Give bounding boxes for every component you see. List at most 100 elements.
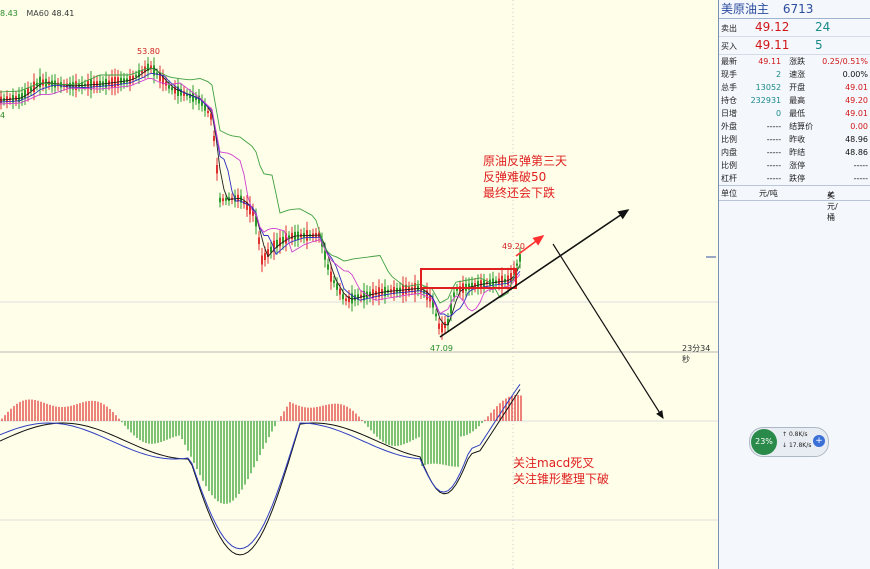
candle-body bbox=[279, 237, 281, 247]
quote-panel: 美原油主 6713 卖出 49.12 24 买入 49.11 5 最新 49.11… bbox=[718, 0, 870, 569]
ma-line bbox=[0, 68, 521, 326]
candle-body bbox=[435, 313, 437, 317]
quote-value: ----- bbox=[853, 161, 868, 170]
unit-label: 单位 bbox=[721, 189, 737, 198]
candle-body bbox=[474, 283, 476, 288]
candle-body bbox=[21, 93, 23, 100]
candle-body bbox=[258, 237, 260, 244]
candle-body bbox=[444, 321, 446, 329]
quote-value: 0 bbox=[776, 109, 782, 118]
candle-body bbox=[186, 93, 188, 97]
candle-body bbox=[468, 283, 470, 290]
candle-body bbox=[441, 323, 443, 333]
quote-value: 0.00% bbox=[842, 70, 868, 79]
candle-body bbox=[330, 271, 332, 282]
candle-body bbox=[513, 267, 515, 275]
candle-body bbox=[213, 135, 215, 142]
quote-value: 48.86 bbox=[845, 148, 868, 157]
candle-body bbox=[363, 290, 365, 301]
candle-body bbox=[480, 280, 482, 288]
candle-body bbox=[291, 232, 293, 240]
quote-key: 现手 bbox=[721, 70, 737, 79]
ask-row[interactable]: 卖出 49.12 24 bbox=[719, 19, 870, 37]
candle-body bbox=[180, 89, 182, 96]
candle-body bbox=[30, 87, 32, 91]
quote-key: 比例 bbox=[721, 135, 737, 144]
candle-body bbox=[24, 89, 26, 99]
quote-row: 杠杆 ----- 跌停 ----- bbox=[719, 172, 870, 185]
ask-price: 49.12 bbox=[755, 20, 790, 34]
candle-body bbox=[351, 293, 353, 304]
instrument-title[interactable]: 美原油主 6713 bbox=[719, 0, 870, 19]
candle-body bbox=[33, 81, 35, 93]
quote-value: 0.00 bbox=[850, 122, 868, 131]
quote-key: 杠杆 bbox=[721, 174, 737, 183]
candle-body bbox=[519, 254, 521, 262]
bid-row[interactable]: 买入 49.11 5 bbox=[719, 37, 870, 55]
candle-body bbox=[369, 291, 371, 297]
ma-left-value: 8.43 bbox=[0, 9, 18, 18]
candle-body bbox=[477, 280, 479, 289]
annotation-line: 原油反弹第三天 bbox=[483, 154, 568, 168]
candle-body bbox=[327, 264, 329, 270]
candle-body bbox=[273, 240, 275, 252]
quote-row: 外盘 ----- 结算价 0.00 bbox=[719, 120, 870, 133]
candle-body bbox=[453, 292, 455, 297]
quote-table: 最新 49.11 涨跌 0.25/0.51% 现手 2 速涨 0.00% 总手 13052 开盘 49… bbox=[719, 55, 870, 185]
kline-chart[interactable]: 8.43 MA60 48.41 4 53.80 49.20 47.09 23分3… bbox=[0, 0, 718, 569]
quote-key: 开盘 bbox=[789, 83, 806, 92]
plus-icon[interactable]: + bbox=[813, 435, 825, 447]
bid-qty: 5 bbox=[815, 38, 823, 52]
annotation-top: 原油反弹第三天 反弹难破50 最终还会下跌 bbox=[483, 153, 567, 201]
bar-countdown: 23分34秒 bbox=[682, 344, 711, 364]
quote-key: 速涨 bbox=[789, 70, 806, 79]
quote-value: ----- bbox=[766, 161, 782, 170]
quote-key: 跌停 bbox=[789, 174, 806, 183]
candle-body bbox=[276, 239, 278, 248]
recent-high-label: 49.20 bbox=[502, 242, 525, 251]
annotation-line: 反弹难破50 bbox=[483, 170, 547, 184]
candle-body bbox=[267, 249, 269, 257]
candle-body bbox=[162, 76, 164, 85]
candle-body bbox=[510, 272, 512, 283]
network-speed-widget[interactable]: 23% ↑ 0.8K/s ↓ 17.8K/s + bbox=[749, 427, 829, 457]
candle-body bbox=[156, 72, 158, 75]
instrument-name: 美原油主 bbox=[721, 2, 770, 16]
candle-body bbox=[42, 79, 44, 86]
quote-key: 昨结 bbox=[789, 148, 806, 157]
candle-body bbox=[153, 65, 155, 76]
macd-dif-line bbox=[0, 389, 521, 556]
quote-key: 比例 bbox=[721, 161, 737, 170]
annotation-bottom: 关注macd死叉 关注锥形整理下破 bbox=[513, 455, 609, 487]
candle-body bbox=[255, 216, 257, 227]
uptrend-arrow bbox=[439, 209, 630, 338]
upload-speed: ↑ 0.8K/s bbox=[782, 431, 808, 438]
quote-value: ----- bbox=[766, 122, 782, 131]
candle-body bbox=[171, 87, 173, 91]
quote-key: 最新 bbox=[721, 57, 737, 66]
ask-qty: 24 bbox=[815, 20, 831, 34]
ma-line bbox=[0, 67, 521, 304]
candle-body bbox=[345, 298, 347, 302]
candle-body bbox=[183, 91, 185, 96]
candle-body bbox=[195, 96, 197, 101]
quote-key: 内盘 bbox=[721, 148, 737, 157]
candle-body bbox=[342, 294, 344, 300]
candle-body bbox=[168, 85, 170, 89]
quote-key: 昨收 bbox=[789, 135, 806, 144]
left-axis-tick: 4 bbox=[0, 111, 6, 120]
candle-body bbox=[432, 300, 434, 308]
quote-key: 涨跌 bbox=[789, 57, 806, 66]
chart-canvas[interactable] bbox=[0, 0, 718, 569]
quote-value: 49.01 bbox=[845, 83, 868, 92]
candle-body bbox=[336, 283, 338, 290]
quote-row: 最新 49.11 涨跌 0.25/0.51% bbox=[719, 55, 870, 68]
candle-body bbox=[135, 74, 137, 77]
quote-value: 49.11 bbox=[758, 57, 782, 66]
candle-body bbox=[201, 100, 203, 106]
quote-row: 内盘 ----- 昨结 48.86 bbox=[719, 146, 870, 159]
candle-body bbox=[456, 288, 458, 291]
candle-body bbox=[378, 287, 380, 298]
quote-key: 最低 bbox=[789, 109, 806, 118]
ma-legend: 8.43 MA60 48.41 bbox=[0, 9, 74, 18]
